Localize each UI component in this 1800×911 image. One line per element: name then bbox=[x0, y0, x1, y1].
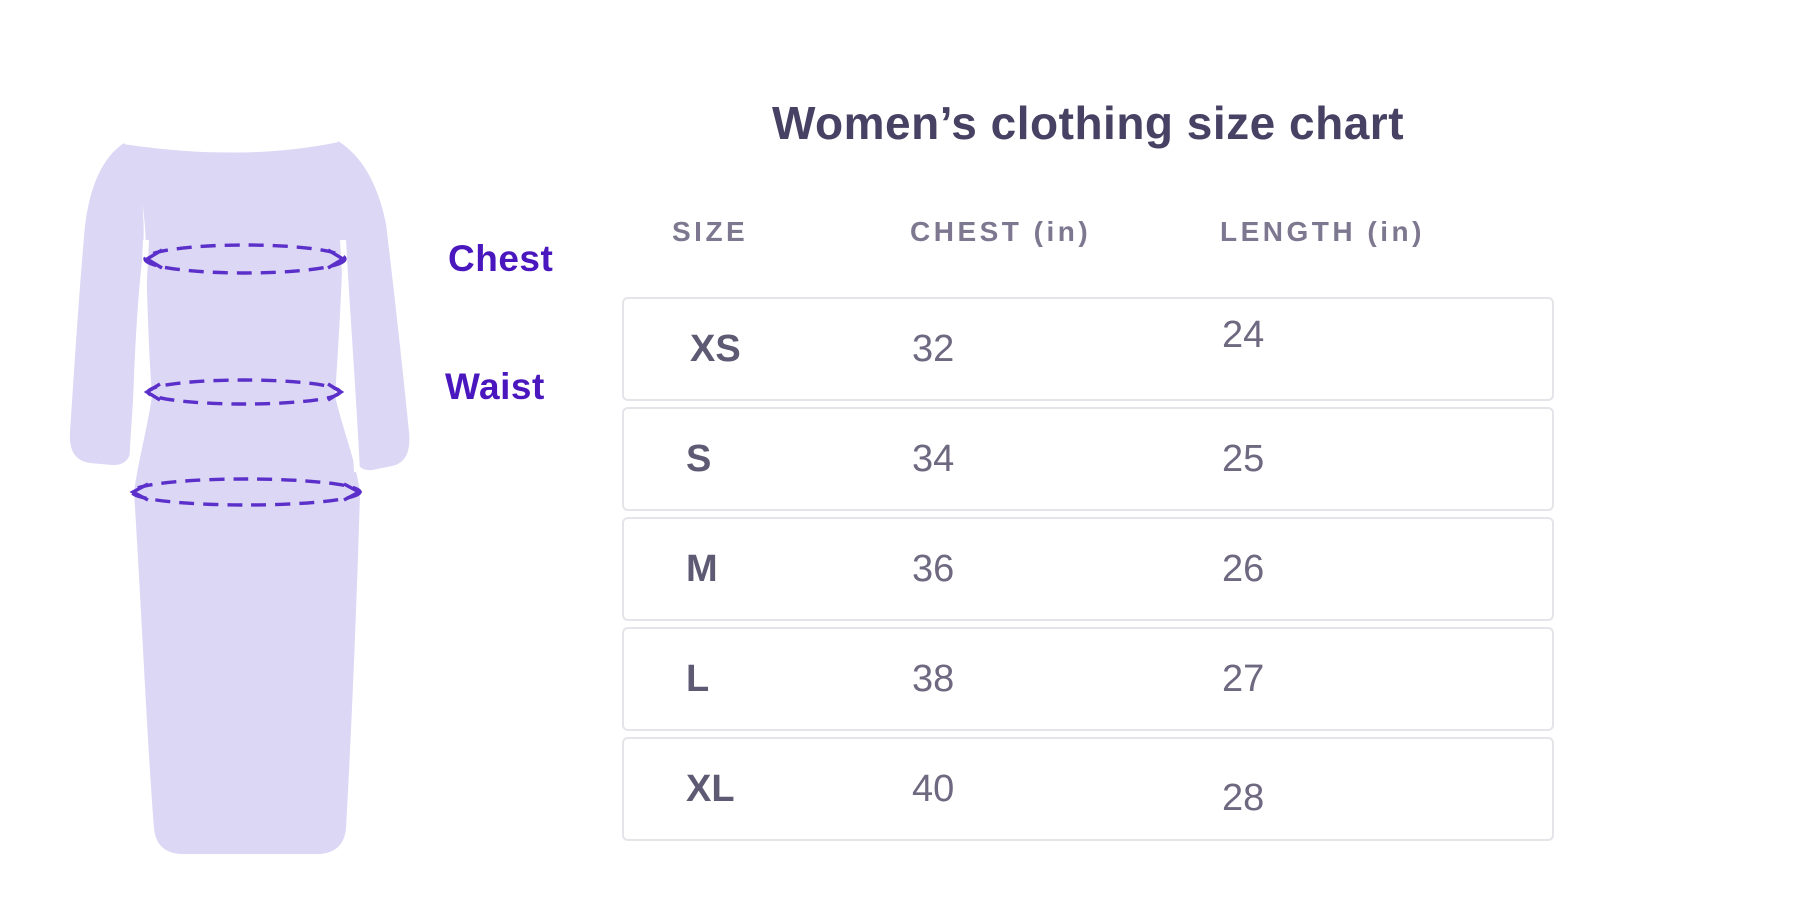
length-value: 28 bbox=[1222, 777, 1265, 819]
size-value: XL bbox=[686, 768, 735, 810]
size-value: L bbox=[686, 658, 710, 700]
sleeve-gap-right bbox=[340, 239, 360, 473]
table-row: S 34 25 bbox=[622, 407, 1554, 511]
column-header-size: SIZE bbox=[672, 216, 749, 247]
chest-value: 40 bbox=[912, 768, 955, 810]
table-row: M 36 26 bbox=[622, 517, 1554, 621]
chest-value: 32 bbox=[912, 328, 955, 370]
dress-body bbox=[123, 142, 360, 854]
chest-value: 36 bbox=[912, 548, 955, 590]
column-header-chest: CHEST (in) bbox=[910, 216, 1092, 247]
dress-left-sleeve bbox=[69, 143, 144, 466]
length-value: 27 bbox=[1222, 658, 1265, 700]
table-row: L 38 27 bbox=[622, 627, 1554, 731]
hip-arrow-right-icon bbox=[343, 482, 363, 502]
sleeve-gap-left bbox=[129, 239, 149, 466]
size-value: M bbox=[686, 548, 718, 590]
size-table: XS 32 24 S 34 25 M 36 26 L 38 27 XL 40 2… bbox=[622, 297, 1554, 841]
length-value: 26 bbox=[1222, 548, 1265, 590]
column-header-length: LENGTH (in) bbox=[1220, 216, 1425, 247]
dress-illustration bbox=[69, 141, 410, 854]
table-header: SIZE CHEST (in) LENGTH (in) bbox=[622, 218, 1554, 246]
chest-value: 34 bbox=[912, 438, 955, 480]
chest-value: 38 bbox=[912, 658, 955, 700]
waist-label: Waist bbox=[445, 366, 545, 407]
chest-label: Chest bbox=[448, 238, 554, 279]
waist-arrow-right-icon bbox=[327, 382, 345, 402]
length-value: 24 bbox=[1222, 314, 1265, 356]
table-row: XL 40 28 bbox=[622, 737, 1554, 841]
size-value: S bbox=[686, 438, 712, 480]
hip-arrow-left-icon bbox=[129, 482, 149, 502]
chest-arrow-left-icon bbox=[143, 248, 163, 270]
length-value: 25 bbox=[1222, 438, 1265, 480]
chest-arrow-right-icon bbox=[327, 248, 347, 270]
table-row: XS 32 24 bbox=[622, 297, 1554, 401]
page-title: Women’s clothing size chart bbox=[771, 97, 1405, 149]
size-value: XS bbox=[690, 328, 741, 370]
waist-arrow-left-icon bbox=[143, 382, 161, 402]
